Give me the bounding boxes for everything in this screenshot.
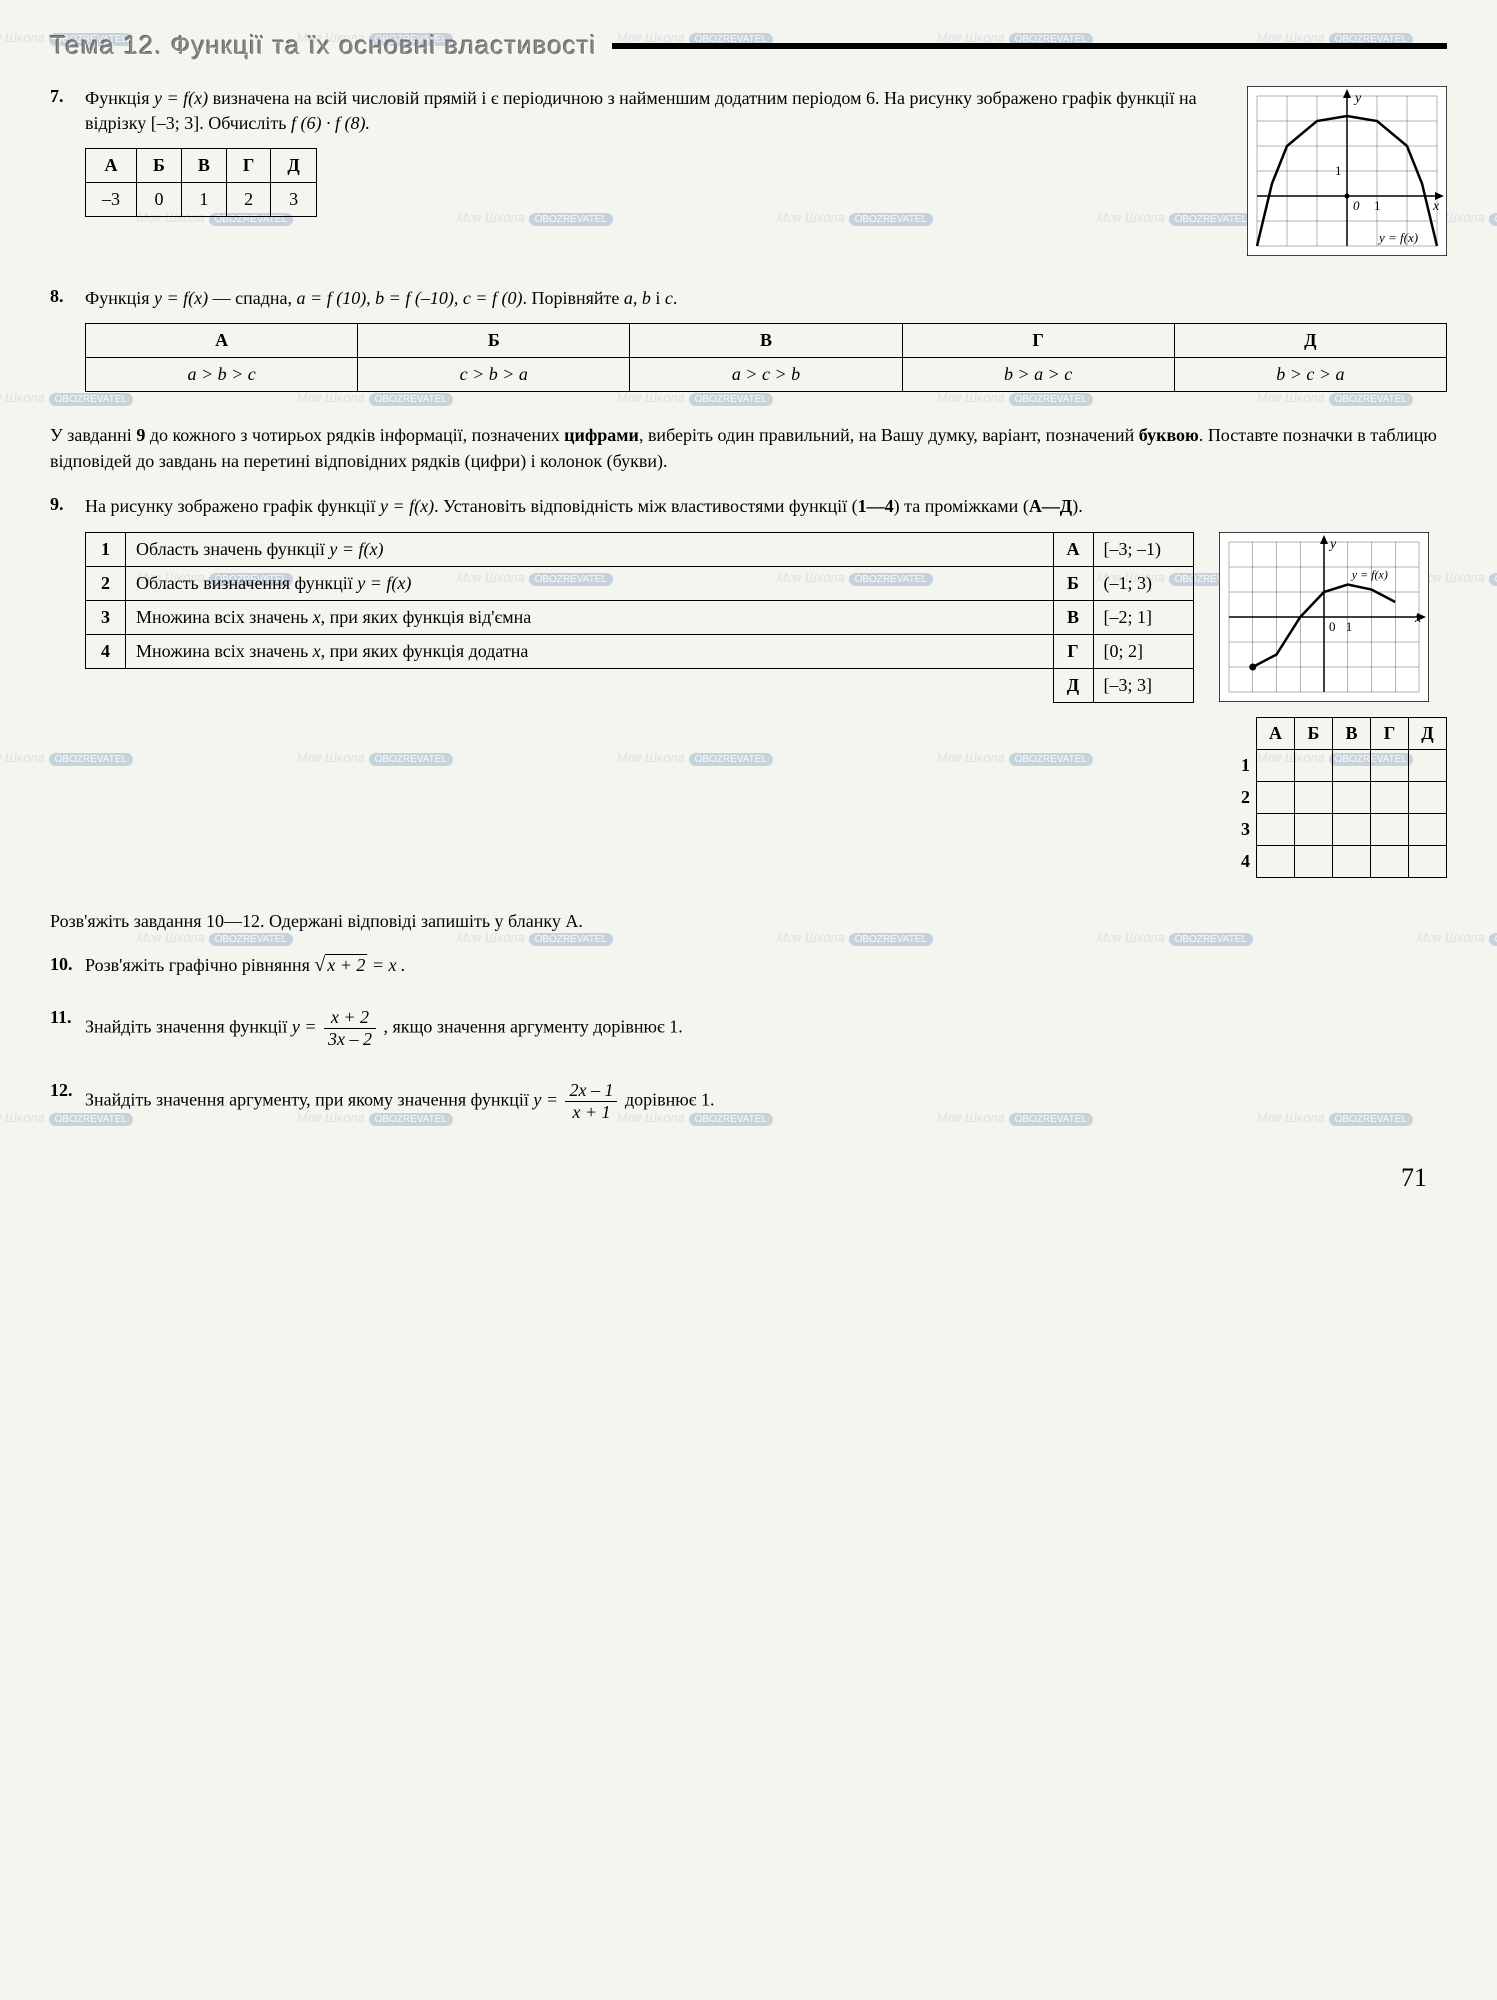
instruction-10-12: Розв'яжіть завдання 10—12. Одержані відп… bbox=[50, 908, 1447, 934]
svg-text:1: 1 bbox=[1374, 198, 1381, 213]
col-header: В bbox=[630, 324, 902, 358]
problem-8-text: Функція y = f(x) — спадна, a = f (10), b… bbox=[85, 286, 1447, 311]
col-header: Д bbox=[271, 149, 316, 183]
problem-number: 8. bbox=[50, 286, 85, 307]
option-range: (–1; 3) bbox=[1093, 566, 1193, 600]
instruction-9: У завданні 9 до кожного з чотирьох рядкі… bbox=[50, 422, 1447, 474]
option-range: [–2; 1] bbox=[1093, 600, 1193, 634]
fraction: 2x – 1 x + 1 bbox=[565, 1080, 617, 1123]
svg-text:x: x bbox=[1414, 611, 1422, 626]
svg-text:y = f(x): y = f(x) bbox=[1377, 230, 1418, 245]
grid-col: Г bbox=[1371, 717, 1409, 749]
cell: 2 bbox=[226, 183, 270, 217]
col-header: Б bbox=[358, 324, 630, 358]
cell: a > c > b bbox=[630, 358, 902, 392]
svg-text:y: y bbox=[1328, 537, 1337, 552]
row-num: 2 bbox=[86, 566, 126, 600]
problem-9-text: На рисунку зображено графік функції y = … bbox=[85, 494, 1447, 519]
grid-row: 1 bbox=[1219, 749, 1257, 781]
option-letter: Г bbox=[1053, 634, 1093, 668]
problem-7-answer-table: А Б В Г Д –3 0 1 2 3 bbox=[85, 148, 317, 217]
problem-7-graph: 011xyy = f(x) bbox=[1247, 86, 1447, 256]
svg-text:x: x bbox=[1432, 199, 1440, 214]
problem-11: 11. Знайдіть значення функції y = x + 2 … bbox=[50, 1007, 1447, 1050]
cell: b > c > a bbox=[1174, 358, 1446, 392]
row-num: 4 bbox=[86, 634, 126, 668]
col-header: Б bbox=[137, 149, 182, 183]
topic-num: Тема 12. bbox=[50, 30, 163, 60]
header-rule bbox=[612, 43, 1447, 49]
grid-row: 2 bbox=[1219, 781, 1257, 813]
problem-12: 12. Знайдіть значення аргументу, при яко… bbox=[50, 1080, 1447, 1123]
row-desc: Область значень функції y = f(x) bbox=[126, 532, 1054, 566]
problem-number: 10. bbox=[50, 954, 85, 975]
svg-text:1: 1 bbox=[1345, 619, 1352, 634]
svg-text:y: y bbox=[1353, 91, 1362, 106]
grid-row: 3 bbox=[1219, 813, 1257, 845]
problem-9-graph: 01 x y y = f(x) bbox=[1219, 532, 1429, 702]
problem-9: 9. На рисунку зображено графік функції y… bbox=[50, 494, 1447, 877]
option-letter: Б bbox=[1053, 566, 1093, 600]
col-header: Г bbox=[226, 149, 270, 183]
option-letter: В bbox=[1053, 600, 1093, 634]
problem-9-match-table: 1 Область значень функції y = f(x) А [–3… bbox=[85, 532, 1194, 703]
problem-7: 7. Функція y = f(x) визначена на всій чи… bbox=[50, 86, 1447, 256]
problem-9-answer-grid: А Б В Г Д 1 2 3 4 bbox=[1219, 717, 1448, 878]
col-header: А bbox=[86, 324, 358, 358]
row-num: 3 bbox=[86, 600, 126, 634]
grid-row: 4 bbox=[1219, 845, 1257, 877]
cell: b > a > c bbox=[902, 358, 1174, 392]
problem-number: 7. bbox=[50, 86, 85, 107]
cell: 1 bbox=[181, 183, 226, 217]
grid-col: Д bbox=[1409, 717, 1447, 749]
row-desc: Область визначення функції y = f(x) bbox=[126, 566, 1054, 600]
svg-text:y = f(x): y = f(x) bbox=[1350, 567, 1387, 581]
sqrt-expr: x + 2 bbox=[314, 954, 367, 977]
cell: –3 bbox=[86, 183, 137, 217]
cell: a > b > c bbox=[86, 358, 358, 392]
problem-12-text1: Знайдіть значення аргументу, при якому з… bbox=[85, 1089, 533, 1109]
problem-10: 10. Розв'яжіть графічно рівняння x + 2 =… bbox=[50, 954, 1447, 977]
col-header: А bbox=[86, 149, 137, 183]
problem-8: 8. Функція y = f(x) — спадна, a = f (10)… bbox=[50, 286, 1447, 392]
problem-7-text: Функція y = f(x) визначена на всій число… bbox=[85, 86, 1227, 136]
row-desc: Множина всіх значень x, при яких функція… bbox=[126, 600, 1054, 634]
problem-number: 9. bbox=[50, 494, 85, 515]
svg-text:0: 0 bbox=[1329, 619, 1336, 634]
topic-header: Тема 12. Функції та їх основні властивос… bbox=[50, 30, 1447, 61]
grid-col: А bbox=[1257, 717, 1295, 749]
problem-10-text: Розв'яжіть графічно рівняння bbox=[85, 955, 314, 975]
grid-col: Б bbox=[1295, 717, 1333, 749]
problem-8-answer-table: А Б В Г Д a > b > c c > b > a a > c > b … bbox=[85, 323, 1447, 392]
col-header: Д bbox=[1174, 324, 1446, 358]
cell: c > b > a bbox=[358, 358, 630, 392]
problem-number: 12. bbox=[50, 1080, 85, 1101]
problem-12-text2: дорівнює 1. bbox=[625, 1089, 714, 1109]
option-letter: Д bbox=[1053, 668, 1093, 702]
svg-text:0: 0 bbox=[1353, 198, 1360, 213]
option-range: [–3; 3] bbox=[1093, 668, 1193, 702]
problem-number: 11. bbox=[50, 1007, 85, 1028]
svg-text:1: 1 bbox=[1335, 163, 1342, 178]
fraction: x + 2 3x – 2 bbox=[324, 1007, 376, 1050]
row-num: 1 bbox=[86, 532, 126, 566]
option-letter: А bbox=[1053, 532, 1093, 566]
grid-col: В bbox=[1333, 717, 1371, 749]
problem-11-text2: , якщо значення аргументу дорівнює 1. bbox=[383, 1016, 682, 1036]
option-range: [–3; –1) bbox=[1093, 532, 1193, 566]
col-header: В bbox=[181, 149, 226, 183]
row-desc: Множина всіх значень x, при яких функція… bbox=[126, 634, 1054, 668]
option-range: [0; 2] bbox=[1093, 634, 1193, 668]
problem-11-text1: Знайдіть значення функції bbox=[85, 1016, 292, 1036]
col-header: Г bbox=[902, 324, 1174, 358]
topic-title-text: Функції та їх основні властивості bbox=[171, 30, 597, 60]
page-number: 71 bbox=[50, 1163, 1447, 1193]
cell: 0 bbox=[137, 183, 182, 217]
cell: 3 bbox=[271, 183, 316, 217]
